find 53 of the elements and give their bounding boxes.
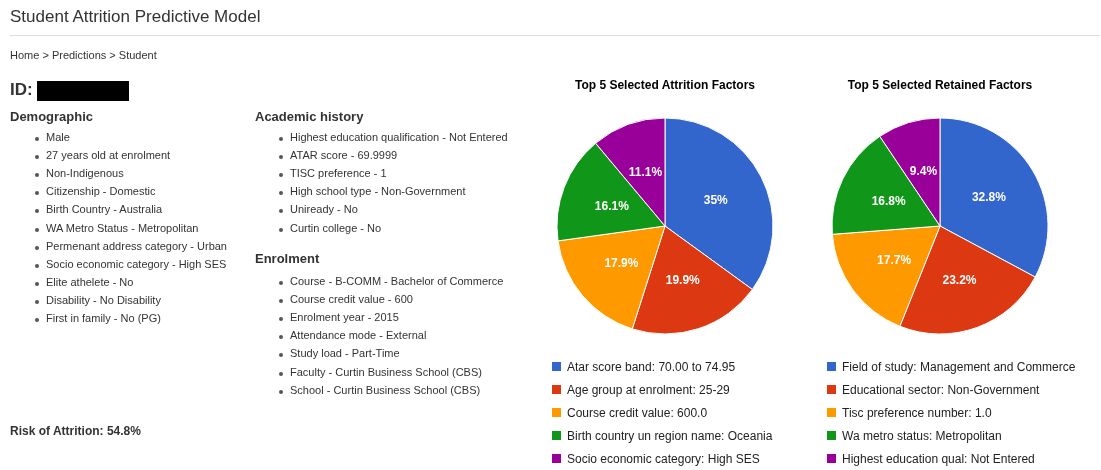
text: Citizenship - Domestic (46, 185, 156, 198)
text: TISC preference - 1 (290, 167, 387, 180)
legend-label: Wa metro status: Metropolitan (842, 428, 1002, 443)
chart-title: Top 5 Selected Retained Factors (847, 78, 1033, 92)
data-label: 17.7% (877, 252, 912, 267)
legend-label: Birth country un region name: Oceania (567, 428, 773, 443)
text: Study load - Part-Time (290, 347, 400, 360)
text: Course - B-COMM - Bachelor of Commerce (290, 275, 504, 287)
chart-title: Top 5 Selected Attrition Factors (574, 78, 756, 92)
legend-label: Atar score band: 70.00 to 74.95 (567, 359, 736, 374)
data-label: 19.9% (665, 273, 701, 288)
text: Home > Predictions > Student (10, 49, 157, 61)
text: Disability - No Disability (46, 293, 161, 306)
text: Socio economic category - High SES (46, 257, 227, 270)
data-label: 23.2% (942, 272, 977, 287)
text: Curtin college - No (290, 221, 382, 234)
text: Highest education qualification - Not Entered (290, 131, 508, 143)
text: Uniready - No (290, 203, 358, 216)
text: WA Metro Status - Metropolitan (46, 221, 199, 234)
legend-label: Tisc preference number: 1.0 (842, 405, 992, 420)
text: Risk of Attrition: 54.8% (10, 424, 141, 438)
data-label: 9.4% (909, 164, 938, 179)
data-label: 17.9% (604, 255, 639, 270)
text: Attendance mode - External (290, 329, 427, 342)
legend-label: Socio economic category: High SES (567, 451, 760, 466)
legend-label: Course credit value: 600.0 (567, 405, 708, 420)
text: Permenant address category - Urban (46, 239, 227, 252)
text: ATAR score - 69.9999 (290, 149, 398, 162)
text: Student Attrition Predictive Model (10, 7, 261, 27)
legend-label: Field of study: Management and Commerce (842, 359, 1076, 374)
text: ID: (10, 80, 33, 100)
legend-label: Highest education qual: Not Entered (842, 451, 1035, 466)
text: Academic history (255, 109, 364, 124)
text: Male (46, 131, 70, 143)
text: Enrolment year - 2015 (290, 311, 399, 324)
legend-label: Age group at enrolment: 25-29 (567, 382, 731, 397)
text: Demographic (10, 109, 94, 124)
data-label: 32.8% (971, 189, 1007, 204)
text: 27 years old at enrolment (46, 149, 171, 162)
text: Elite athelete - No (46, 275, 134, 288)
legend-label: Educational sector: Non-Government (842, 382, 1041, 397)
text: School - Curtin Business School (CBS) (290, 383, 481, 396)
text: Enrolment (255, 251, 320, 266)
text: Non-Indigenous (46, 167, 124, 180)
data-label: 16.8% (871, 194, 907, 209)
text: Birth Country - Australia (46, 203, 163, 216)
text: Course credit value - 600 (290, 293, 413, 306)
data-label: 35% (703, 193, 729, 208)
data-label: 16.1% (594, 198, 630, 213)
text: First in family - No (PG) (46, 312, 161, 324)
data-label: 11.1% (628, 165, 663, 180)
text: High school type - Non-Government (290, 185, 466, 198)
text: Faculty - Curtin Business School (CBS) (290, 365, 482, 378)
